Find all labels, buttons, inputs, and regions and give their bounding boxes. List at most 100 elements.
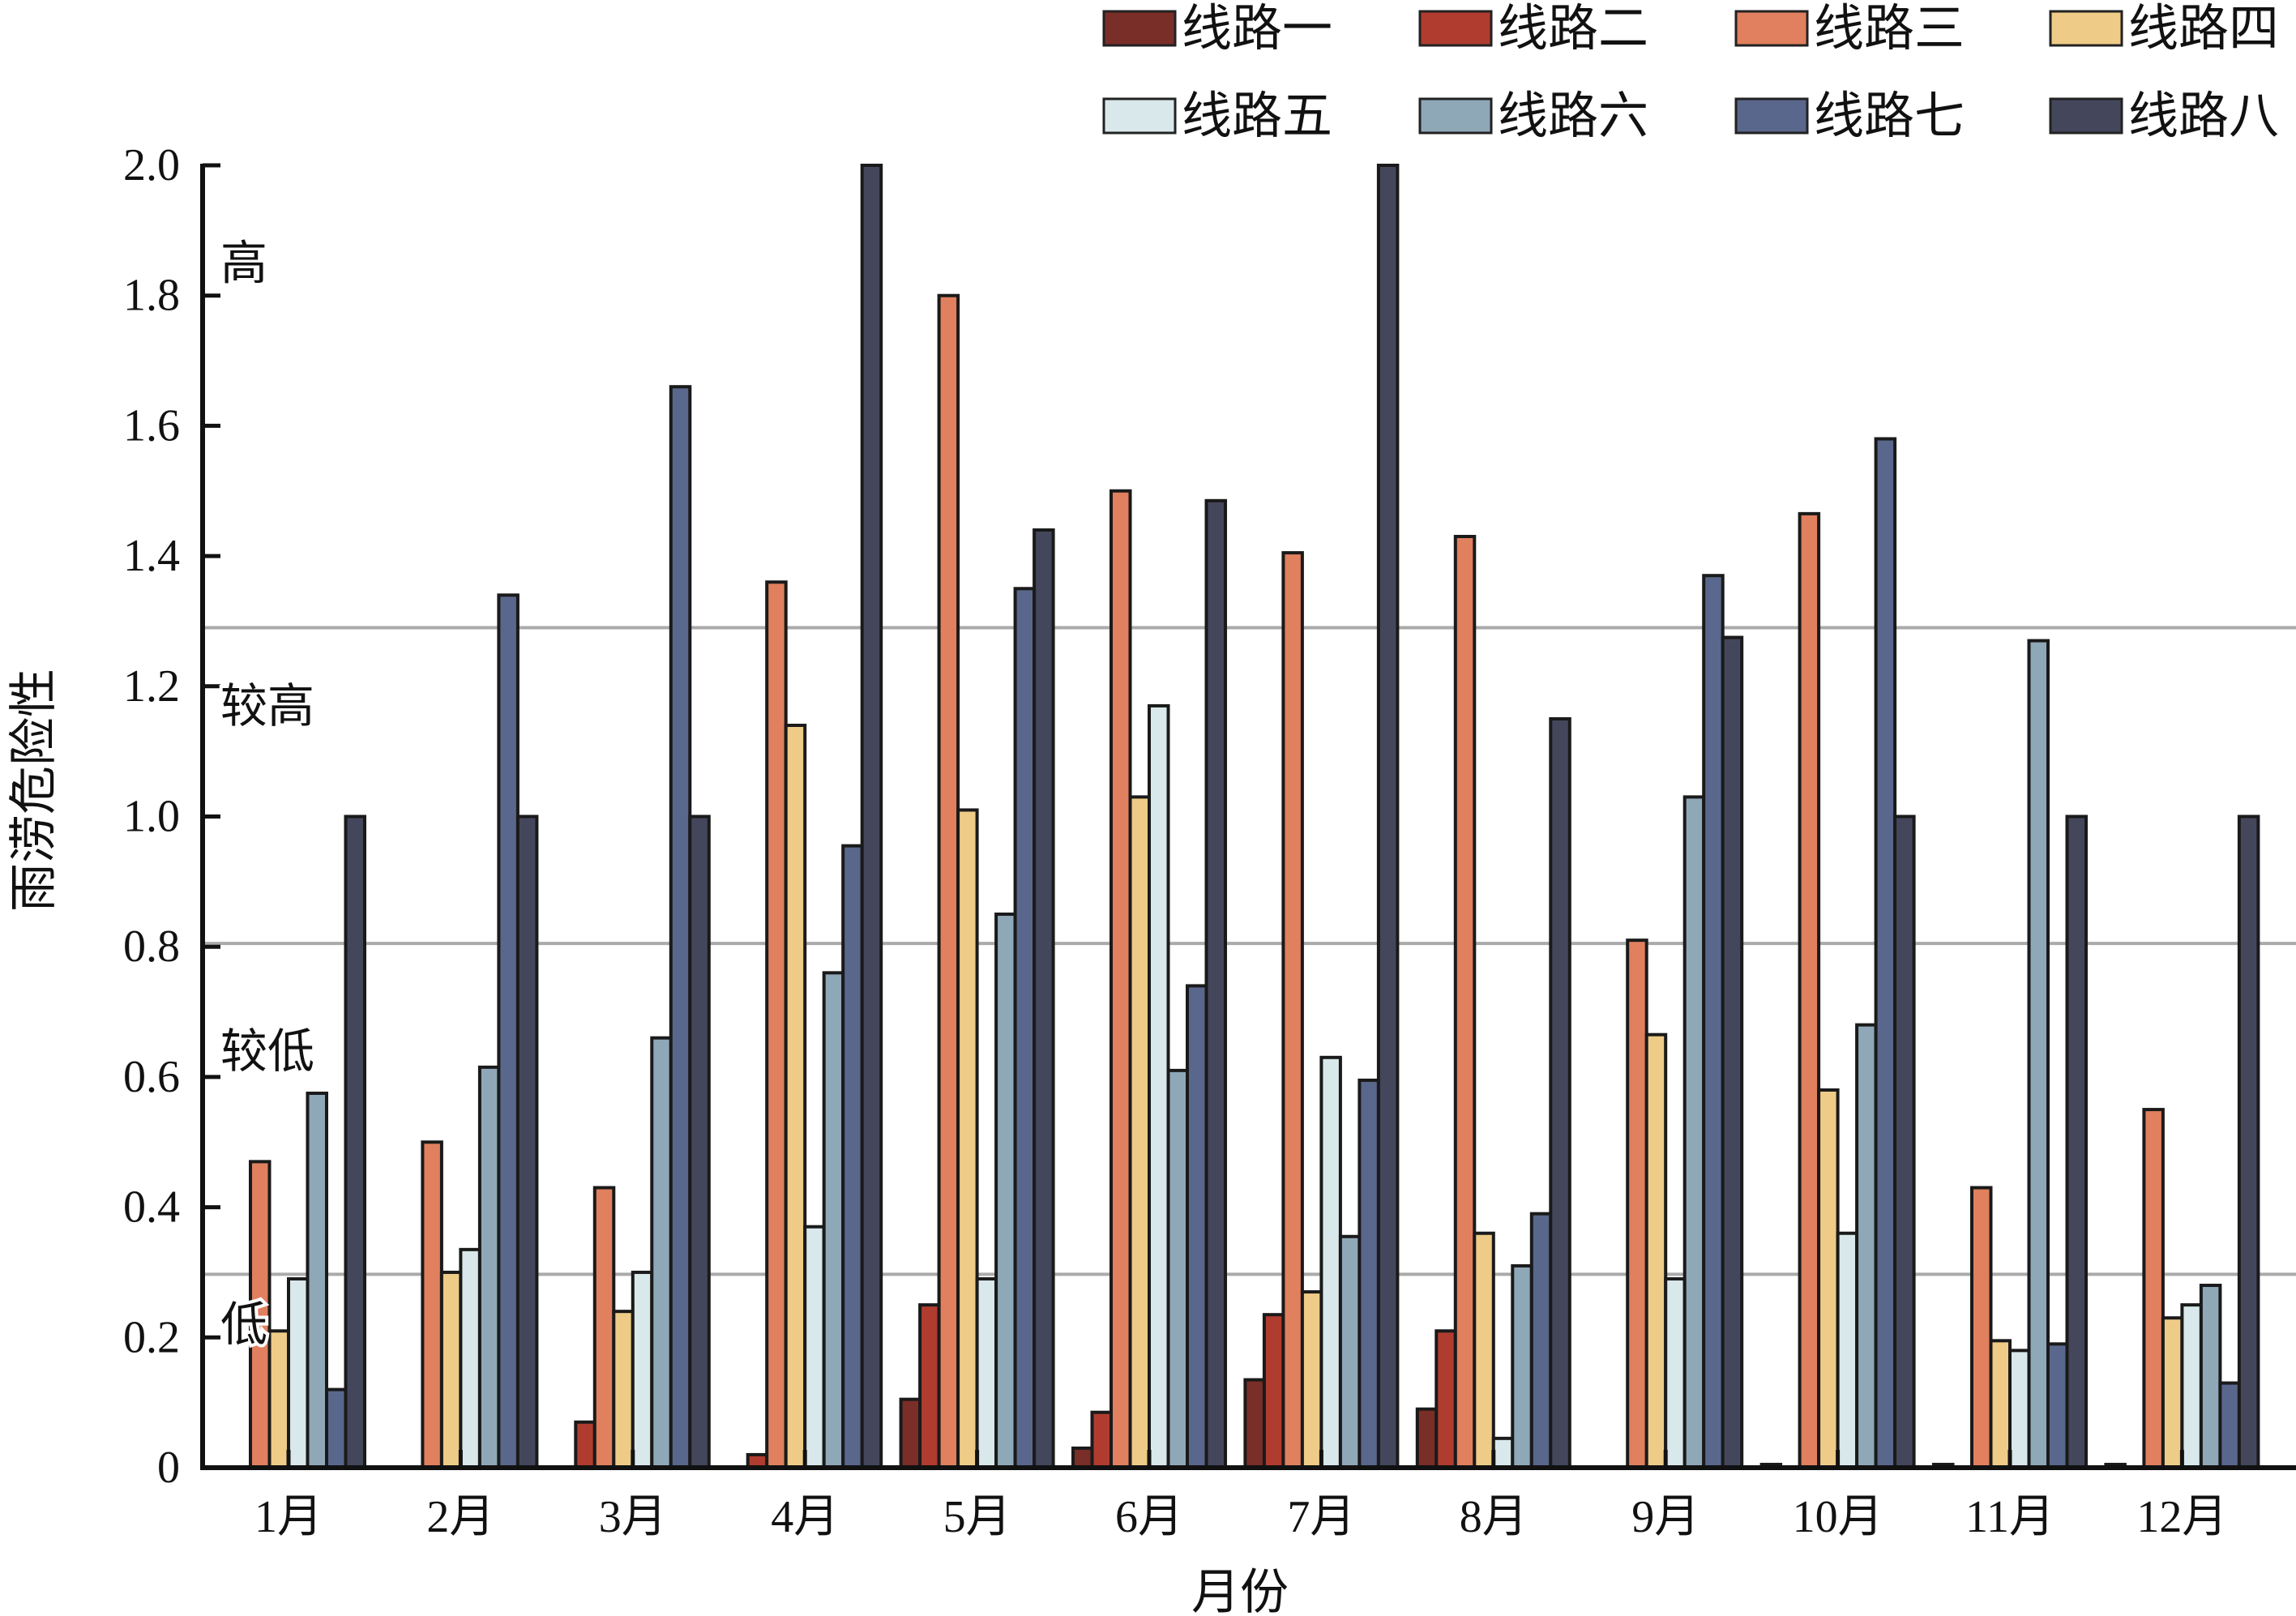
bar-线路四-6月 — [1128, 795, 1151, 1469]
legend-swatch-线路一 — [1102, 10, 1177, 47]
bar-线路三-2月 — [421, 1140, 443, 1469]
bar-线路八-9月 — [1721, 635, 1744, 1469]
bar-线路四-8月 — [1473, 1231, 1495, 1469]
legend-swatch-线路二 — [1418, 10, 1493, 47]
threshold-lines — [203, 626, 2296, 1276]
y-tick-label: 2.0 — [123, 140, 180, 190]
y-tick-label: 1.4 — [123, 531, 180, 581]
bar-线路六-3月 — [650, 1036, 673, 1469]
bar-线路五-9月 — [1664, 1276, 1687, 1469]
x-tick-label: 11月 — [1965, 1492, 2054, 1542]
bar-线路七-5月 — [1013, 587, 1037, 1469]
bar-线路四-4月 — [784, 724, 807, 1469]
y-tick-label: 0.4 — [123, 1182, 180, 1233]
bar-线路四-7月 — [1300, 1290, 1323, 1470]
y-tick-label: 1.0 — [123, 792, 180, 842]
legend-label: 线路二 — [1498, 2, 1648, 57]
bar-线路五-4月 — [803, 1225, 826, 1469]
x-axis-label: 月份 — [1191, 1566, 1289, 1616]
x-tick-label: 9月 — [1631, 1492, 1700, 1542]
bar-线路四-11月 — [1989, 1339, 2012, 1469]
x-tick-label: 4月 — [771, 1492, 839, 1542]
y-tick-label: 1.6 — [123, 400, 180, 451]
bar-线路五-3月 — [631, 1270, 654, 1469]
x-tick-label: 7月 — [1287, 1492, 1355, 1542]
bar-线路三-4月 — [765, 580, 788, 1469]
bar-线路三-6月 — [1110, 489, 1132, 1469]
x-tick-label: 12月 — [2136, 1492, 2227, 1542]
x-tick-label: 6月 — [1115, 1492, 1183, 1542]
bar-线路七-9月 — [1702, 574, 1725, 1470]
bar-线路五-1月 — [287, 1276, 310, 1469]
bar-线路三-7月 — [1281, 551, 1304, 1469]
bar-线路八-11月 — [2065, 814, 2088, 1469]
x-tick-label: 3月 — [599, 1492, 667, 1542]
bar-线路二-8月 — [1434, 1329, 1457, 1470]
bar-线路六-2月 — [477, 1065, 501, 1470]
bar-线路七-6月 — [1186, 984, 1208, 1470]
bar-线路七-8月 — [1529, 1212, 1553, 1469]
bar-线路二-6月 — [1090, 1410, 1113, 1470]
bar-线路七-2月 — [497, 593, 519, 1469]
bar-线路六-8月 — [1511, 1263, 1533, 1470]
bar-线路五-2月 — [459, 1247, 481, 1469]
bar-线路八-2月 — [515, 814, 539, 1469]
bar-线路八-12月 — [2237, 814, 2260, 1469]
bar-线路五-6月 — [1148, 703, 1170, 1469]
bar-线路二-5月 — [918, 1303, 941, 1469]
legend-label: 线路三 — [1814, 2, 1965, 57]
bar-线路三-10月 — [1798, 511, 1821, 1469]
y-tick-label: 1.8 — [123, 271, 180, 321]
legend-label: 线路五 — [1182, 89, 1332, 144]
bar-线路八-6月 — [1204, 498, 1227, 1469]
x-tick-label: 2月 — [426, 1492, 494, 1542]
bar-线路五-12月 — [2180, 1303, 2203, 1469]
bar-线路一-8月 — [1415, 1407, 1439, 1470]
bar-线路七-3月 — [669, 385, 692, 1470]
legend-label: 线路八 — [2128, 89, 2279, 144]
bar-线路八-5月 — [1033, 528, 1055, 1470]
bar-线路四-9月 — [1644, 1032, 1668, 1469]
bar-线路四-10月 — [1817, 1088, 1840, 1469]
bar-线路七-10月 — [1874, 437, 1897, 1469]
bar-线路七-7月 — [1358, 1078, 1380, 1469]
bar-线路五-5月 — [975, 1276, 998, 1469]
legend-swatch-线路三 — [1734, 10, 1809, 47]
legend-label: 线路四 — [2128, 2, 2279, 57]
bar-线路五-8月 — [1491, 1436, 1515, 1470]
bar-线路二-3月 — [574, 1420, 596, 1470]
bar-线路八-8月 — [1549, 716, 1571, 1469]
y-tick-label: 1.2 — [123, 661, 180, 712]
legend-label: 线路七 — [1814, 89, 1965, 144]
y-tick-label: 0.2 — [123, 1312, 180, 1362]
legend-label: 线路一 — [1182, 2, 1332, 57]
x-tick-label: 1月 — [254, 1492, 323, 1542]
x-tick-label: 10月 — [1793, 1492, 1883, 1542]
bar-线路三-12月 — [2142, 1108, 2165, 1469]
legend-swatch-线路八 — [2049, 97, 2123, 135]
bar-线路五-7月 — [1319, 1055, 1342, 1470]
bar-线路三-11月 — [1970, 1186, 1993, 1469]
bar-线路三-9月 — [1626, 938, 1648, 1470]
bar-线路五-10月 — [1836, 1231, 1859, 1469]
bar-线路四-2月 — [439, 1270, 463, 1469]
axes: 0 0.2 0.4 0.6 0.8 1.0 1.2 1.4 1.6 1.8 2.0 1月 2月 3月 4月 5… — [123, 140, 2296, 1542]
bar-线路三-8月 — [1453, 534, 1477, 1469]
bar-线路四-12月 — [2161, 1316, 2184, 1469]
y-axis-label: 雨涝危险性 — [7, 669, 61, 912]
bar-线路六-6月 — [1166, 1068, 1189, 1469]
bar-线路八-7月 — [1376, 164, 1400, 1469]
bar-线路六-1月 — [306, 1091, 328, 1470]
y-tick-label: 0.6 — [123, 1052, 180, 1102]
bar-线路七-11月 — [2046, 1342, 2069, 1469]
y-tick-label: 0 — [157, 1443, 180, 1493]
bar-线路二-7月 — [1262, 1313, 1285, 1469]
bar-线路四-3月 — [612, 1310, 635, 1470]
zone-label: 较低 — [220, 1025, 314, 1078]
bar-线路三-3月 — [592, 1186, 616, 1469]
bar-线路六-5月 — [994, 913, 1017, 1469]
bars — [211, 164, 2260, 1470]
bar-线路六-10月 — [1855, 1023, 1878, 1469]
